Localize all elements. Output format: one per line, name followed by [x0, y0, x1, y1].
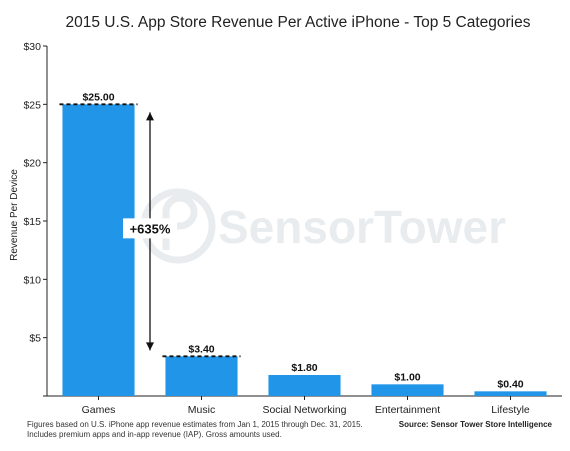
arrow-down-icon [146, 342, 154, 351]
x-tick-label: Lifestyle [491, 404, 530, 416]
bar-data-label: $0.40 [497, 378, 523, 390]
plot-area: $5 $10 $15 $20 $25 $30 $25.00 Games $3.40 Music $1… [23, 41, 562, 416]
arrow-up-icon [146, 112, 154, 121]
annotation-text: +635% [130, 221, 171, 236]
y-tick-label: $20 [23, 158, 41, 170]
y-tick-label: $10 [23, 274, 41, 286]
x-tick-label: Music [188, 404, 215, 416]
x-tick-label: Entertainment [375, 404, 440, 416]
bar-data-label: $1.80 [291, 362, 317, 374]
y-tick-label: $30 [23, 41, 41, 53]
x-tick-label: Games [82, 404, 116, 416]
bar-data-label: $25.00 [82, 91, 114, 103]
bar [62, 104, 135, 396]
chart-title: 2015 U.S. App Store Revenue Per Active i… [66, 14, 531, 31]
bar-data-label: $3.40 [188, 343, 214, 355]
watermark-text: SensorTower [218, 201, 506, 253]
y-tick-label: $5 [29, 333, 41, 345]
footnote-line-1: Figures based on U.S. iPhone app revenue… [27, 420, 363, 429]
y-axis-label: Revenue Per Device [9, 169, 20, 261]
bar [165, 356, 238, 396]
annotation-background [123, 218, 177, 239]
bar [474, 391, 547, 396]
bar [268, 375, 341, 396]
footnote-line-2: Includes premium apps and in-app revenue… [27, 430, 282, 439]
x-tick-label: Social Networking [262, 404, 346, 416]
y-tick-label: $25 [23, 99, 41, 111]
y-tick-label: $15 [23, 216, 41, 228]
bar-data-label: $1.00 [394, 371, 420, 383]
source-note: Source: Sensor Tower Store Intelligence [399, 420, 553, 429]
bar [371, 384, 444, 396]
watermark: SensorTower [140, 188, 506, 264]
